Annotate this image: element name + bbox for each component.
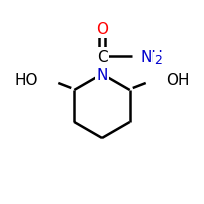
Text: NH: NH [140,49,163,64]
Text: C: C [96,49,107,64]
Text: 2: 2 [153,53,161,66]
Text: O: O [95,22,108,37]
Text: N: N [96,67,107,82]
Text: HO: HO [15,73,38,88]
Text: OH: OH [165,73,188,88]
